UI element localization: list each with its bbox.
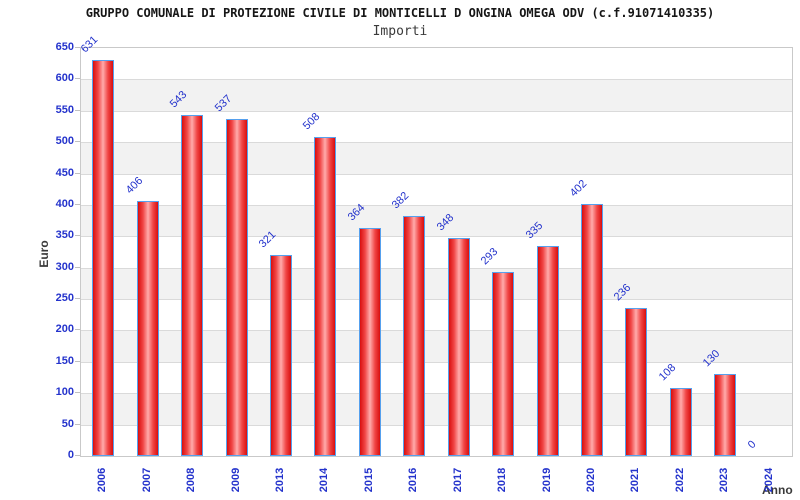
y-tick-mark xyxy=(75,110,80,111)
x-tick-label: 2023 xyxy=(718,467,731,493)
bar xyxy=(226,118,248,456)
bar xyxy=(625,307,647,456)
grid-band xyxy=(81,79,792,111)
gridline xyxy=(81,111,792,112)
y-tick-label: 650 xyxy=(55,41,74,53)
chart-subtitle: Importi xyxy=(372,24,428,39)
x-tick-label: 2020 xyxy=(585,467,598,493)
bar xyxy=(403,216,425,456)
bar xyxy=(92,59,114,456)
x-tick-label: 2008 xyxy=(185,467,198,493)
y-tick-label: 100 xyxy=(55,386,74,399)
y-tick-mark xyxy=(75,392,80,393)
y-tick-label: 200 xyxy=(55,323,74,336)
y-tick-mark xyxy=(75,235,80,236)
x-tick-label: 2014 xyxy=(318,467,331,493)
plot-area xyxy=(80,47,793,457)
y-tick-mark xyxy=(75,47,80,48)
bar xyxy=(137,201,159,456)
x-tick-label: 2018 xyxy=(496,467,509,493)
gridline xyxy=(81,236,792,237)
y-tick-mark xyxy=(75,329,80,330)
y-tick-mark xyxy=(75,455,80,456)
y-tick-label: 450 xyxy=(55,166,74,179)
y-tick-label: 350 xyxy=(55,229,74,242)
bar xyxy=(670,388,692,456)
bar xyxy=(581,203,603,456)
x-tick-label: 2006 xyxy=(96,467,109,493)
bar xyxy=(537,245,559,456)
gridline xyxy=(81,205,792,206)
bar xyxy=(314,137,336,456)
x-tick-label: 2016 xyxy=(407,467,420,493)
gridline xyxy=(81,393,792,394)
y-tick-label: 50 xyxy=(61,417,74,430)
y-tick-label: 400 xyxy=(55,197,74,210)
gridline xyxy=(81,299,792,300)
gridline xyxy=(81,142,792,143)
y-tick-label: 500 xyxy=(55,135,74,148)
x-tick-label: 2015 xyxy=(362,467,375,493)
y-tick-label: 550 xyxy=(55,103,74,116)
bar xyxy=(359,227,381,456)
gridline xyxy=(81,330,792,331)
bar xyxy=(714,374,736,456)
chart-title: GRUPPO COMUNALE DI PROTEZIONE CIVILE DI … xyxy=(85,6,715,20)
x-axis-title: Anno xyxy=(762,483,793,497)
y-tick-mark xyxy=(75,424,80,425)
y-tick-mark xyxy=(75,361,80,362)
x-tick-label: 2024 xyxy=(762,467,775,493)
bar xyxy=(181,115,203,456)
gridline xyxy=(81,268,792,269)
y-tick-mark xyxy=(75,267,80,268)
x-tick-label: 2019 xyxy=(540,467,553,493)
x-tick-label: 2022 xyxy=(673,467,686,493)
y-tick-mark xyxy=(75,141,80,142)
y-tick-label: 0 xyxy=(67,449,74,461)
gridline xyxy=(81,79,792,80)
gridline xyxy=(81,174,792,175)
y-tick-label: 250 xyxy=(55,292,74,305)
x-tick-label: 2009 xyxy=(229,467,242,493)
x-tick-label: 2007 xyxy=(140,467,153,493)
bar xyxy=(492,272,514,456)
y-tick-mark xyxy=(75,78,80,79)
y-tick-label: 150 xyxy=(55,354,74,367)
x-tick-label: 2021 xyxy=(629,467,642,493)
bar xyxy=(270,254,292,456)
y-tick-mark xyxy=(75,173,80,174)
y-tick-label: 600 xyxy=(55,72,74,85)
gridline xyxy=(81,362,792,363)
y-tick-label: 300 xyxy=(55,260,74,273)
x-tick-label: 2013 xyxy=(273,467,286,493)
grid-band xyxy=(81,48,792,80)
y-tick-mark xyxy=(75,204,80,205)
y-tick-mark xyxy=(75,298,80,299)
x-tick-label: 2017 xyxy=(451,467,464,493)
bar xyxy=(448,237,470,456)
gridline xyxy=(81,425,792,426)
